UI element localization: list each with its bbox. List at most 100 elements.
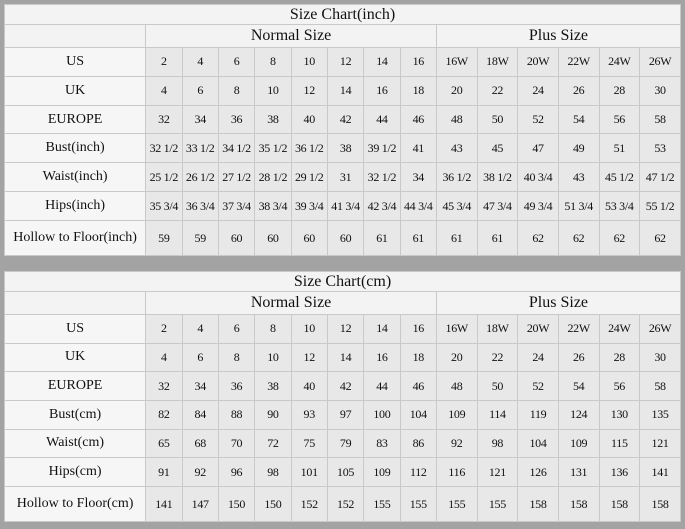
table-cell: 14 [363, 47, 401, 77]
table-cell: 58 [639, 104, 681, 135]
table-cell: 55 1/2 [639, 191, 681, 221]
table-cell: 20 [435, 75, 478, 106]
table-cell: 135 [639, 399, 681, 430]
table-cell: 75 [290, 428, 328, 459]
table-cell: 61 [399, 220, 437, 256]
row-label: Bust(cm) [3, 399, 147, 430]
table-row: US 2 4 6 8 10 12 14 16 16W 18W 20W 22W 24W 26W [3, 314, 681, 344]
table-cell: 35 1/2 [254, 133, 292, 164]
table-cell: 62 [517, 220, 559, 256]
table-cell: 119 [517, 399, 559, 430]
table-cell: 82 [145, 399, 183, 430]
size-table: Size Chart(cm) Normal Size Plus Size US 2 4 6 8… [3, 271, 682, 522]
group-header-normal: Normal Size [145, 291, 437, 315]
table-cell: 121 [639, 428, 681, 459]
table-cell: 121 [476, 457, 519, 487]
table-cell: 88 [217, 399, 256, 430]
table-cell: 131 [557, 457, 600, 487]
table-cell: 48 [435, 104, 478, 135]
table-cell: 34 [399, 162, 437, 193]
table-cell: 54 [557, 104, 600, 135]
row-label: Waist(cm) [3, 428, 147, 459]
table-cell: 158 [598, 486, 641, 522]
table-cell: 155 [476, 486, 519, 522]
row-label: US [3, 314, 147, 344]
table-cell: 24 [517, 75, 559, 106]
table-cell: 26W [639, 314, 681, 344]
table-cell: 8 [254, 47, 292, 77]
table-cell: 62 [557, 220, 600, 256]
table-cell: 104 [399, 399, 437, 430]
row-label: US [3, 47, 147, 77]
table-cell: 86 [399, 428, 437, 459]
table-cell: 56 [598, 104, 641, 135]
table-cell: 12 [326, 314, 365, 344]
table-cell: 52 [517, 371, 559, 401]
row-label: Hollow to Floor(cm) [3, 486, 147, 522]
table-cell: 44 3/4 [399, 191, 437, 221]
table-cell: 136 [598, 457, 641, 487]
table-cell: 24W [598, 47, 641, 77]
row-label: Hips(cm) [3, 457, 147, 487]
table-cell: 38 [254, 104, 292, 135]
table-cell: 16 [399, 314, 437, 344]
table-cell: 39 1/2 [363, 133, 401, 164]
table-cell: 8 [217, 342, 256, 373]
table-cell: 152 [290, 486, 328, 522]
table-cell: 53 3/4 [598, 191, 641, 221]
chart-title: Size Chart(inch) [4, 4, 681, 25]
table-cell: 112 [399, 457, 437, 487]
table-cell: 18 [399, 342, 437, 373]
table-cell: 6 [217, 314, 256, 344]
table-cell: 6 [181, 342, 219, 373]
table-cell: 24W [598, 314, 641, 344]
table-cell: 28 [598, 342, 641, 373]
table-row: EUROPE 32 34 36 38 40 42 44 46 48 50 52 54 56 58 [3, 104, 681, 135]
table-cell: 4 [181, 314, 219, 344]
table-cell: 16W [435, 314, 478, 344]
table-cell: 6 [181, 75, 219, 106]
table-cell: 36 [217, 104, 256, 135]
row-label: EUROPE [3, 371, 147, 401]
table-cell: 4 [145, 342, 183, 373]
table-cell: 39 3/4 [290, 191, 328, 221]
table-cell: 42 [326, 371, 365, 401]
table-row: Hollow to Floor(cm) 141 147 150 150 152 152 155… [3, 486, 681, 522]
table-row: EUROPE 32 34 36 38 40 42 44 46 48 50 52 54 56 58 [3, 371, 681, 401]
table-cell: 147 [181, 486, 219, 522]
table-cell: 158 [639, 486, 681, 522]
table-cell: 60 [254, 220, 292, 256]
table-cell: 31 [326, 162, 365, 193]
table-cell: 155 [435, 486, 478, 522]
table-cell: 12 [326, 47, 365, 77]
table-cell: 10 [290, 47, 328, 77]
table-row: Hips(inch) 35 3/4 36 3/4 37 3/4 38 3/4 39 3/4… [3, 191, 681, 221]
table-cell: 46 [399, 371, 437, 401]
table-cell: 98 [254, 457, 292, 487]
table-cell: 25 1/2 [145, 162, 183, 193]
table-cell: 49 3/4 [517, 191, 559, 221]
table-cell: 51 3/4 [557, 191, 600, 221]
table-cell: 158 [517, 486, 559, 522]
table-cell: 62 [639, 220, 681, 256]
table-cell: 40 [290, 104, 328, 135]
table-cell: 10 [290, 314, 328, 344]
table-cell: 109 [557, 428, 600, 459]
table-cell: 38 [326, 133, 365, 164]
table-cell: 52 [517, 104, 559, 135]
table-cell: 22 [476, 75, 519, 106]
table-cell: 18W [476, 47, 519, 77]
table-cell: 16W [435, 47, 478, 77]
table-cell: 46 [399, 104, 437, 135]
table-cell: 26 [557, 342, 600, 373]
table-cell: 33 1/2 [181, 133, 219, 164]
table-cell: 97 [326, 399, 365, 430]
table-cell: 42 3/4 [363, 191, 401, 221]
table-cell: 51 [598, 133, 641, 164]
table-cell: 93 [290, 399, 328, 430]
table-cell: 38 3/4 [254, 191, 292, 221]
table-cell: 91 [145, 457, 183, 487]
table-cell: 26W [639, 47, 681, 77]
group-header-plus: Plus Size [435, 24, 682, 48]
table-cell: 60 [326, 220, 365, 256]
